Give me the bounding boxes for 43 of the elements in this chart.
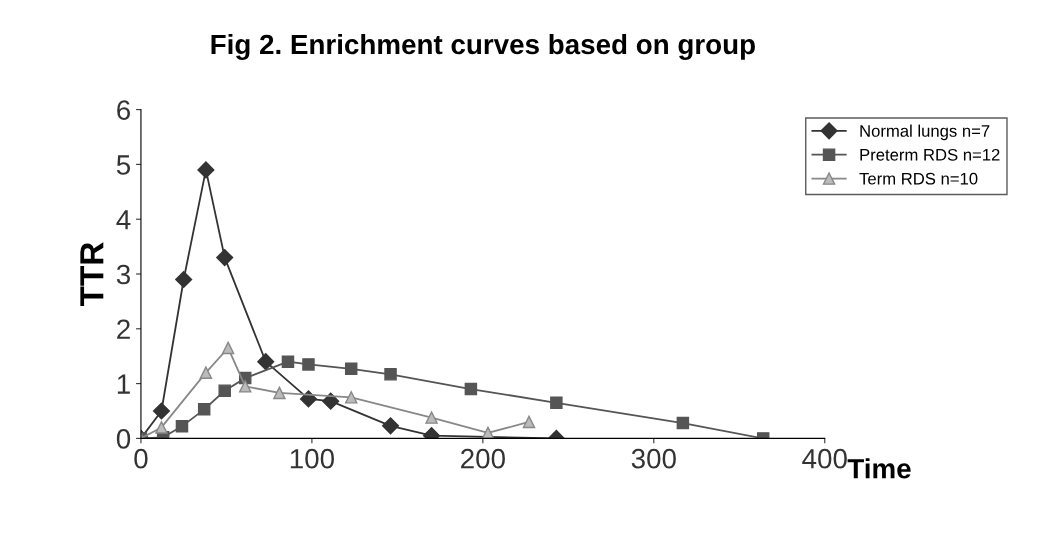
point	[344, 391, 358, 404]
point	[273, 386, 286, 400]
point	[221, 341, 235, 355]
point	[344, 362, 358, 376]
x-tick-label: 100	[290, 448, 334, 469]
legend-label: Term RDS n=10	[859, 172, 978, 185]
y-tick-label: 1	[117, 374, 130, 394]
y-tick-label: 2	[117, 319, 130, 339]
x-tick-label: 0	[134, 448, 148, 469]
y-tick-label: 0	[116, 429, 131, 449]
point	[175, 270, 193, 289]
point	[425, 411, 438, 424]
y-tick-label: 5	[116, 155, 131, 175]
y-tick-label: 3	[116, 264, 130, 285]
chart-title: Fig 2. Enrichment curves based on group	[211, 33, 755, 60]
point	[175, 420, 189, 433]
point	[257, 353, 275, 371]
point	[522, 415, 536, 429]
point	[152, 402, 171, 420]
point	[197, 403, 211, 416]
point	[155, 421, 168, 434]
point	[384, 368, 397, 381]
point	[381, 417, 400, 435]
legend-label: Preterm RDS n=12	[860, 148, 1000, 161]
point	[676, 416, 690, 430]
point	[218, 384, 231, 397]
x-axis-title: Time	[847, 458, 911, 479]
point	[238, 380, 252, 393]
point	[322, 392, 340, 410]
point	[281, 355, 295, 368]
point	[464, 382, 478, 396]
y-tick-label: 6	[117, 100, 130, 120]
point	[550, 396, 563, 410]
legend-label: Normal lungs n=7	[860, 124, 990, 141]
y-axis-title: TTR	[80, 242, 104, 307]
point	[199, 366, 213, 379]
x-tick-label: 300	[631, 448, 676, 469]
x-tick-label: 400	[802, 448, 847, 469]
point	[302, 358, 315, 371]
y-tick-label: 4	[116, 210, 131, 230]
point	[197, 161, 215, 179]
point	[216, 249, 234, 267]
x-tick-label: 200	[461, 448, 505, 469]
